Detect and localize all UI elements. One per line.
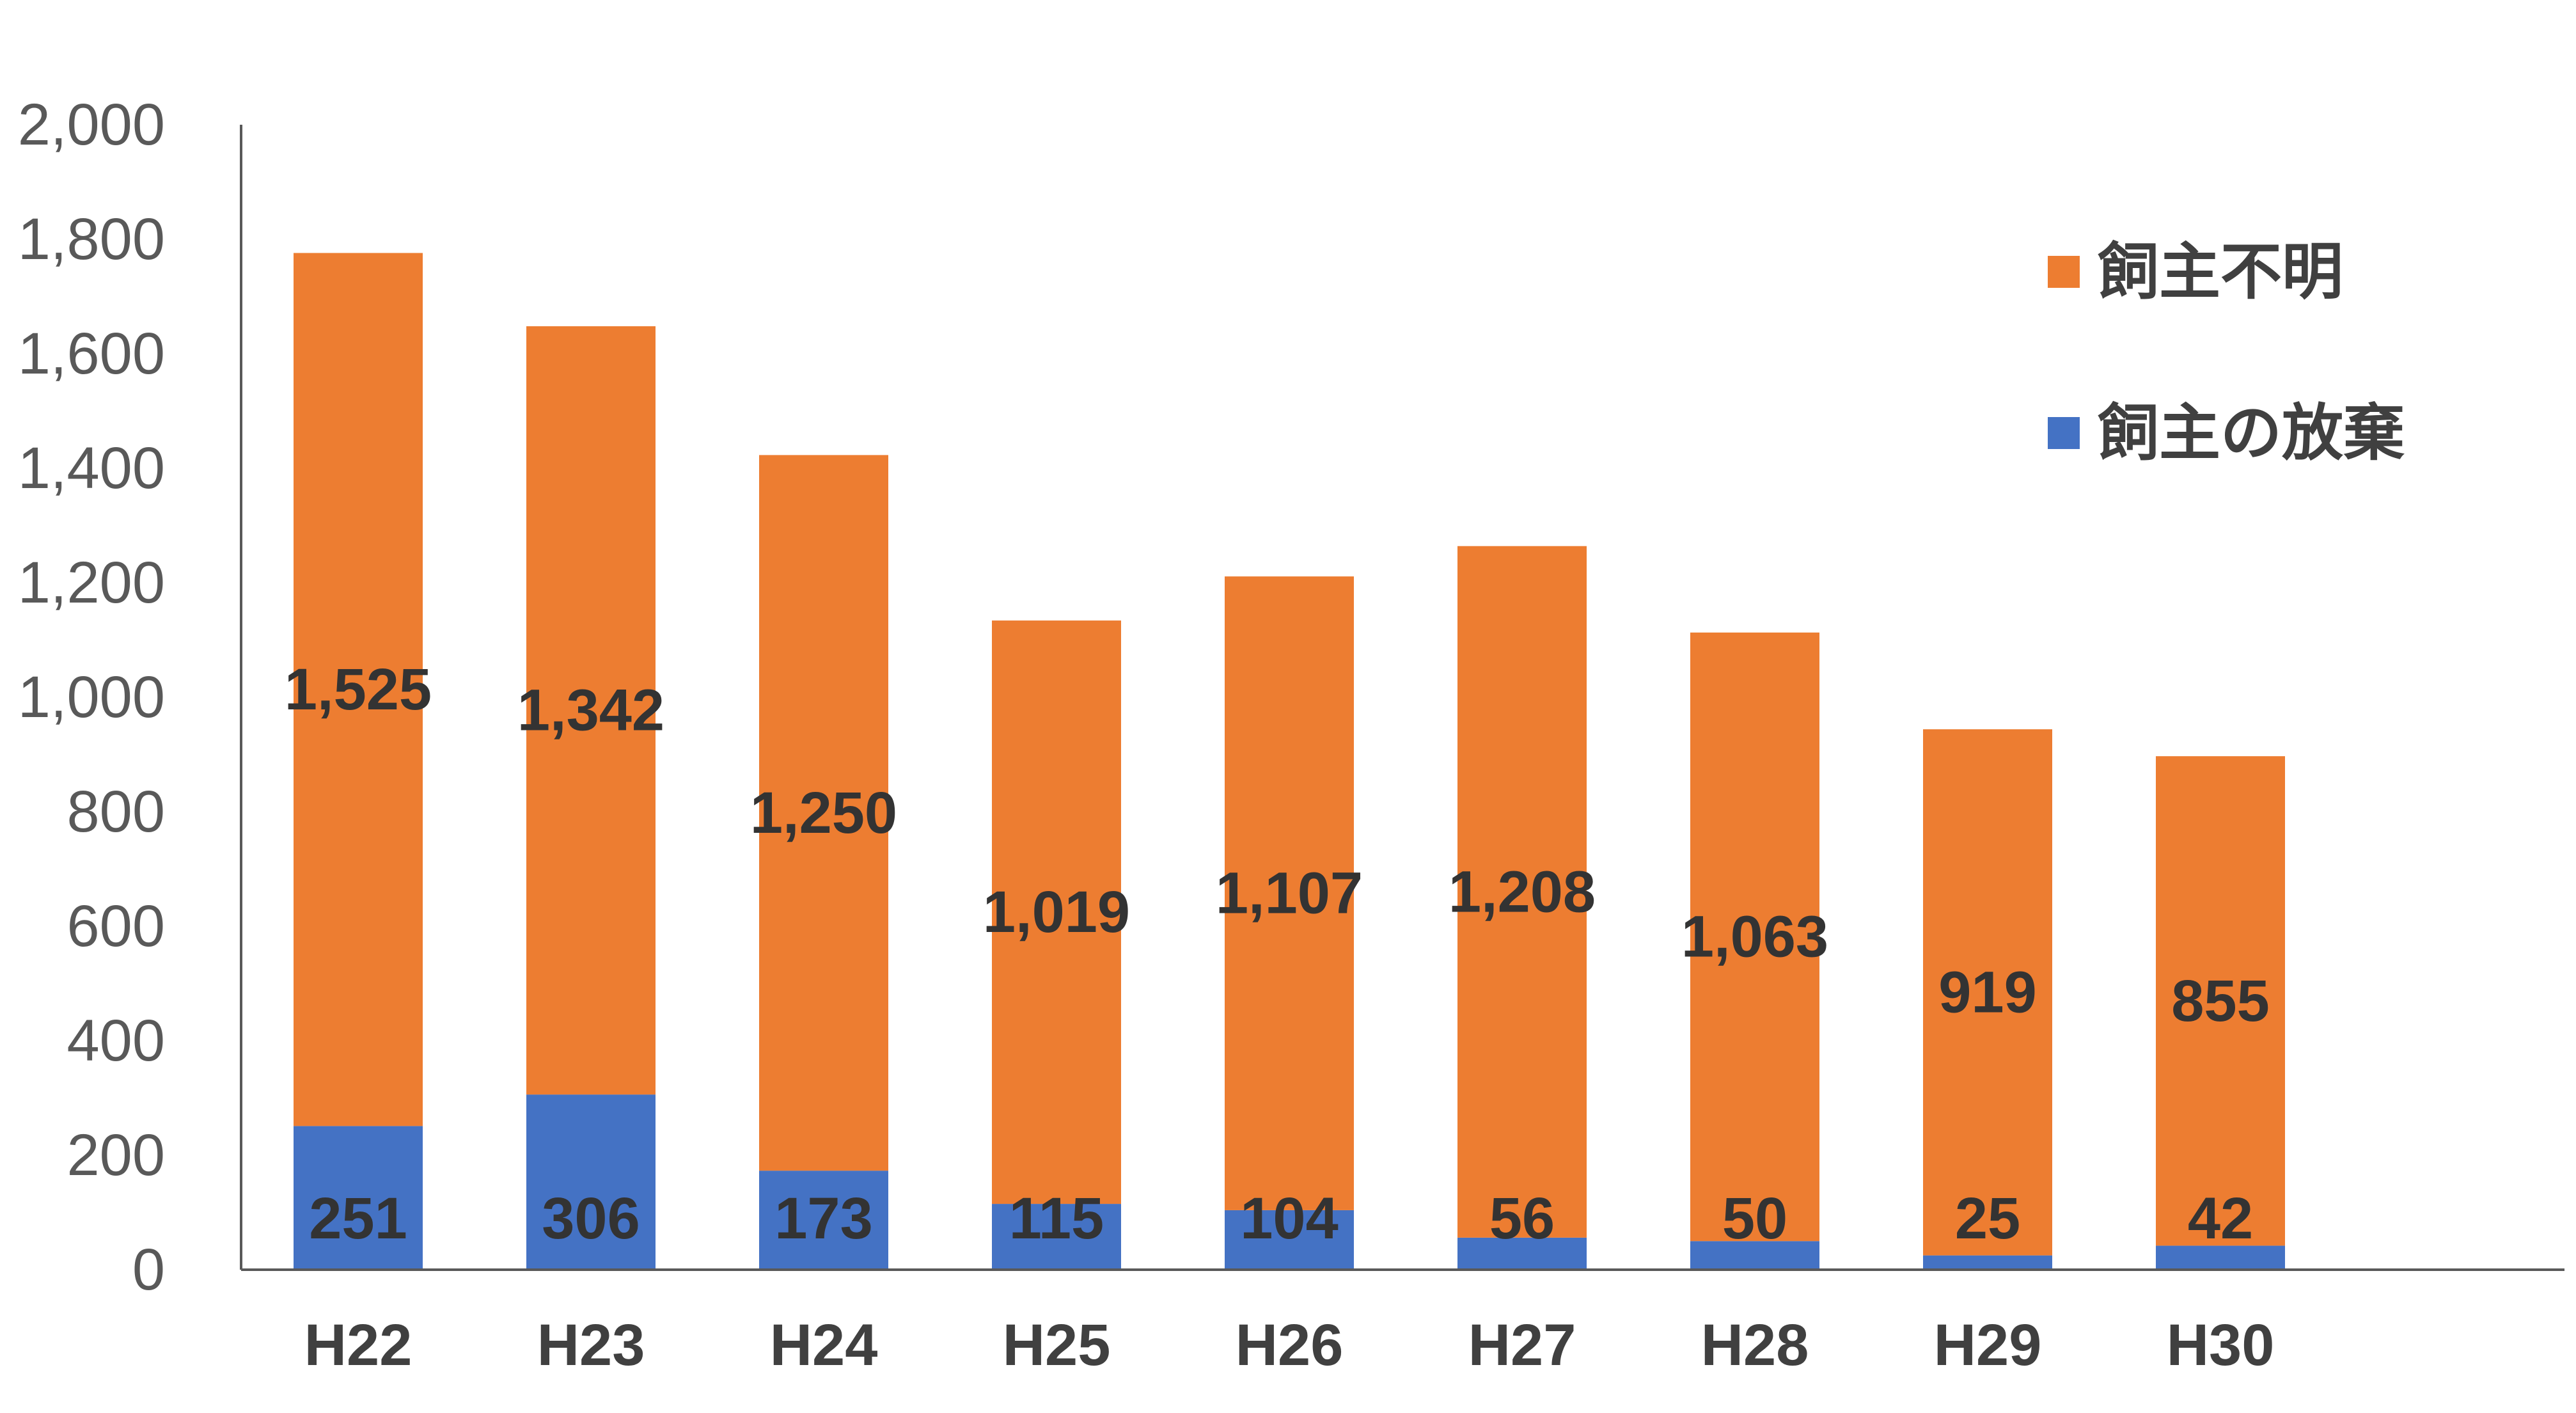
data-label-owner-abandoned: 306 [542, 1186, 640, 1251]
data-label-owner-unknown: 1,525 [285, 657, 432, 722]
bar-segment-owner-abandoned [1690, 1241, 1819, 1270]
data-label-owner-abandoned: 104 [1240, 1186, 1339, 1251]
bar-segment-owner-unknown [2156, 756, 2285, 1246]
bar-segment-owner-abandoned [992, 1204, 1121, 1270]
bar-segment-owner-unknown [1690, 632, 1819, 1242]
data-label-owner-unknown: 1,250 [750, 780, 897, 846]
data-label-owner-abandoned: 42 [2188, 1186, 2253, 1251]
data-label-owner-unknown: 1,107 [1216, 861, 1363, 926]
bar-segment-owner-abandoned [1457, 1237, 1587, 1270]
y-tick-label: 200 [67, 1123, 166, 1188]
bar-segment-owner-abandoned [759, 1171, 888, 1270]
x-category-label: H29 [1934, 1313, 2042, 1378]
bar-segment-owner-unknown [1457, 546, 1587, 1238]
y-tick-label: 2,000 [18, 92, 165, 157]
bar-segment-owner-unknown [759, 455, 888, 1171]
bar-segment-owner-abandoned [526, 1094, 656, 1270]
data-label-owner-unknown: 1,019 [983, 880, 1130, 945]
x-category-label: H23 [537, 1313, 645, 1378]
bar-segment-owner-unknown [526, 326, 656, 1095]
data-label-owner-abandoned: 115 [1009, 1186, 1104, 1251]
x-axis-category-labels: H22 H23 H24 H25 H26 H27 H28 H29 H30 [304, 1313, 2275, 1378]
x-category-label: H27 [1468, 1313, 1576, 1378]
data-label-owner-unknown: 1,208 [1449, 859, 1596, 924]
x-category-label: H30 [2167, 1313, 2275, 1378]
legend-label-owner-abandoned: 飼主の放棄 [2098, 397, 2405, 469]
bars-group [294, 253, 2285, 1270]
y-tick-label: 0 [132, 1237, 165, 1302]
data-label-owner-abandoned: 173 [774, 1186, 873, 1251]
x-category-label: H25 [1003, 1313, 1111, 1378]
y-tick-label: 400 [67, 1008, 166, 1073]
bar-segment-owner-abandoned [2156, 1245, 2285, 1270]
bar-segment-owner-unknown [1923, 729, 2052, 1256]
legend-swatch-owner-abandoned [2048, 417, 2080, 449]
legend-label-owner-unknown: 飼主不明 [2098, 236, 2343, 308]
bar-segment-owner-unknown [1225, 576, 1354, 1210]
x-category-label: H28 [1701, 1313, 1809, 1378]
data-label-owner-unknown: 919 [1938, 959, 2037, 1025]
data-label-owner-abandoned: 50 [1722, 1186, 1787, 1251]
legend-swatch-owner-unknown [2048, 256, 2080, 288]
y-tick-label: 1,400 [18, 436, 165, 501]
data-label-owner-abandoned: 25 [1955, 1186, 2020, 1251]
bar-segment-owner-unknown [294, 253, 423, 1126]
y-tick-label: 600 [67, 894, 166, 959]
data-label-owner-abandoned: 56 [1489, 1186, 1555, 1251]
y-tick-label: 1,200 [18, 550, 165, 615]
y-tick-label: 1,000 [18, 665, 165, 730]
bar-segment-owner-abandoned [1225, 1210, 1354, 1270]
y-tick-label: 800 [67, 779, 166, 844]
y-tick-label: 1,600 [18, 321, 165, 386]
bar-segment-owner-abandoned [294, 1126, 423, 1270]
data-label-owner-unknown: 855 [2171, 968, 2270, 1034]
data-label-owner-abandoned: 251 [309, 1186, 407, 1251]
bar-segment-owner-unknown [992, 620, 1121, 1204]
y-tick-label: 1,800 [18, 207, 165, 272]
x-category-label: H22 [304, 1313, 412, 1378]
bar-segment-owner-abandoned [1923, 1255, 2052, 1270]
data-label-owner-unknown: 1,063 [1681, 904, 1828, 970]
data-labels-group: 1,525 251 1,342 306 1,250 173 1,019 115 1,107 104… [285, 657, 2270, 1251]
y-axis-tick-labels: 0 200 400 600 800 1,000 1,200 1,400 1,600 1,800 2,… [18, 92, 165, 1302]
x-category-label: H26 [1236, 1313, 1344, 1378]
x-category-label: H24 [770, 1313, 878, 1378]
data-label-owner-unknown: 1,342 [517, 678, 664, 743]
